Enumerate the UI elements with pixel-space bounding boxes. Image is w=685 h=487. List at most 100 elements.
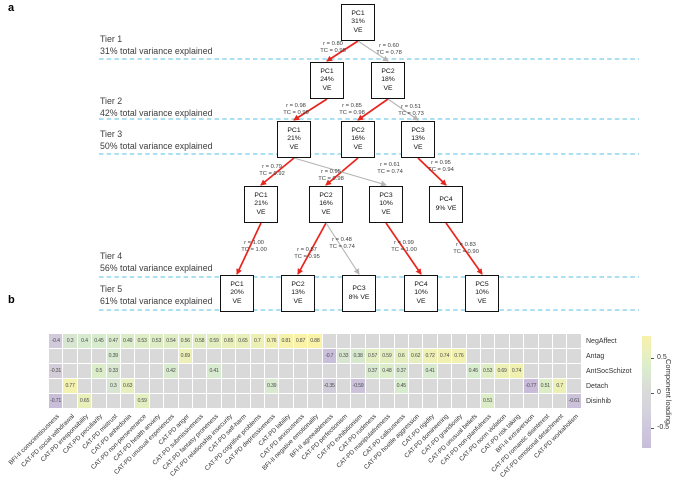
edge-r-value: r = 0.99: [394, 240, 414, 246]
heatmap-cell: [322, 334, 336, 348]
heatmap-row-label: AntSocSchizot: [586, 367, 632, 375]
heatmap-cell: [193, 364, 207, 378]
tree-node-line: VE: [381, 208, 391, 216]
heatmap-cell: [553, 349, 567, 363]
heatmap-cell: 0.62: [409, 349, 423, 363]
tree-node-line: 16%: [351, 135, 365, 143]
heatmap-cell-value: 0.69: [497, 368, 507, 374]
heatmap-cell: [452, 379, 466, 393]
tree-node-t4pc2: PC2 16% VE: [309, 186, 343, 223]
heatmap-cell: [92, 394, 106, 408]
heatmap-cell: [279, 364, 293, 378]
heatmap-cell: [293, 394, 308, 408]
heatmap-cell-value: 0.45: [468, 368, 479, 374]
heatmap-cell-value: 0.51: [483, 398, 493, 404]
heatmap-cell: [495, 349, 509, 363]
heatmap-cell: 0.41: [423, 364, 437, 378]
heatmap-cell: [351, 364, 365, 378]
tree-node-line: PC2: [319, 192, 333, 200]
edge-label: r = 0.83 TC = 0.90: [453, 242, 479, 256]
heatmap-cell: [365, 379, 380, 393]
tree-node-line: 21%: [287, 135, 301, 143]
heatmap-cell: [149, 379, 164, 393]
heatmap-cell: [553, 364, 567, 378]
heatmap-cell: [221, 394, 236, 408]
heatmap-row-label: NegAffect: [586, 337, 617, 345]
heatmap-cell-value: 0.47: [108, 338, 119, 344]
edge-label: r = 0.85 TC = 0.98: [339, 103, 365, 117]
heatmap-cell-value: 0.59: [137, 398, 147, 404]
colorbar-tick-label: -0.5: [657, 424, 670, 431]
tree-node-line: PC3: [352, 285, 366, 293]
heatmap-cell: [538, 394, 552, 408]
heatmap-cell: [106, 394, 120, 408]
tree-edge: [357, 40, 389, 62]
heatmap-cell: [149, 364, 164, 378]
heatmap-cell-value: 0.41: [425, 368, 435, 374]
tier-variance: 50% total variance explained: [100, 140, 213, 151]
heatmap-cell-value: 0.7: [253, 338, 261, 344]
heatmap-cell: [409, 379, 423, 393]
heatmap-cell: 0.51: [481, 394, 495, 408]
heatmap-cell: [77, 349, 92, 363]
heatmap-cell: [77, 364, 92, 378]
heatmap-cell: [553, 334, 567, 348]
heatmap-cell: [423, 394, 437, 408]
heatmap-cell-value: 0.53: [151, 338, 162, 344]
edge-r-value: r = 0.51: [401, 104, 421, 110]
tree-node-line: PC2: [291, 281, 305, 289]
tree-edge: [260, 157, 295, 186]
tree-edge: [325, 222, 360, 275]
heatmap-cell: [380, 394, 394, 408]
tree-node-line: PC4: [414, 281, 428, 289]
heatmap-cell-value: 0.65: [238, 338, 248, 344]
heatmap-cell: [236, 394, 250, 408]
tier-name: Tier 5: [100, 284, 123, 294]
heatmap-cell-value: 0.88: [310, 338, 320, 344]
heatmap-cell: 0.49: [121, 334, 135, 348]
heatmap-cell: [149, 349, 164, 363]
edge-tc-value: TC = 0.95: [320, 48, 346, 55]
heatmap-cell: [279, 394, 293, 408]
heatmap-cell: [164, 394, 178, 408]
edge-tc-value: TC = 0.92: [259, 171, 285, 178]
heatmap-cell-value: 0.51: [540, 383, 551, 389]
heatmap-cell: [351, 334, 365, 348]
tree-edge: [445, 222, 483, 275]
heatmap-cell-value: 0.74: [439, 353, 450, 359]
edge-label: r = 0.61 TC = 0.74: [377, 162, 403, 176]
heatmap-cell: 0.59: [207, 334, 221, 348]
tree-edge: [387, 98, 419, 121]
heatmap-cell: 0.37: [365, 364, 380, 378]
heatmap-cell: 0.41: [207, 364, 221, 378]
tree-node-t3pc2: PC2 16% VE: [341, 121, 375, 158]
edge-label: r = 0.80 TC = 0.95: [320, 41, 346, 55]
edge-label: r = 1.00 TC = 1.00: [241, 240, 267, 254]
heatmap-cell: [135, 349, 149, 363]
heatmap-cell: [63, 394, 77, 408]
heatmap-cell: [121, 394, 135, 408]
edge-tc-value: TC = 0.73: [398, 111, 424, 118]
heatmap-cell: [178, 379, 192, 393]
tier-label: Tier 2 42% total variance explained: [100, 96, 212, 120]
heatmap-cell: [221, 349, 236, 363]
heatmap-cell-value: 0.62: [411, 353, 421, 359]
heatmap-cell: [135, 364, 149, 378]
heatmap-cell: 0.56: [178, 334, 192, 348]
tree-node-t5pc4: PC4 10% VE: [404, 275, 438, 312]
tree-node-line: VE: [289, 143, 299, 151]
heatmap-cell: [567, 334, 581, 348]
heatmap-cell: [193, 379, 207, 393]
heatmap-cell: 0.59: [135, 394, 149, 408]
heatmap-cell: [221, 379, 236, 393]
heatmap-cell: [337, 379, 351, 393]
heatmap-cell-value: 0.38: [353, 353, 363, 359]
heatmap-cell: [279, 349, 293, 363]
heatmap-cell: 0.47: [106, 334, 120, 348]
heatmap-cell: [538, 334, 552, 348]
heatmap-cell: [423, 334, 437, 348]
heatmap-cell: [409, 364, 423, 378]
heatmap-cell: [308, 364, 322, 378]
heatmap-cell: [365, 394, 380, 408]
tree-node-t3pc3: PC3 13% VE: [401, 121, 435, 158]
